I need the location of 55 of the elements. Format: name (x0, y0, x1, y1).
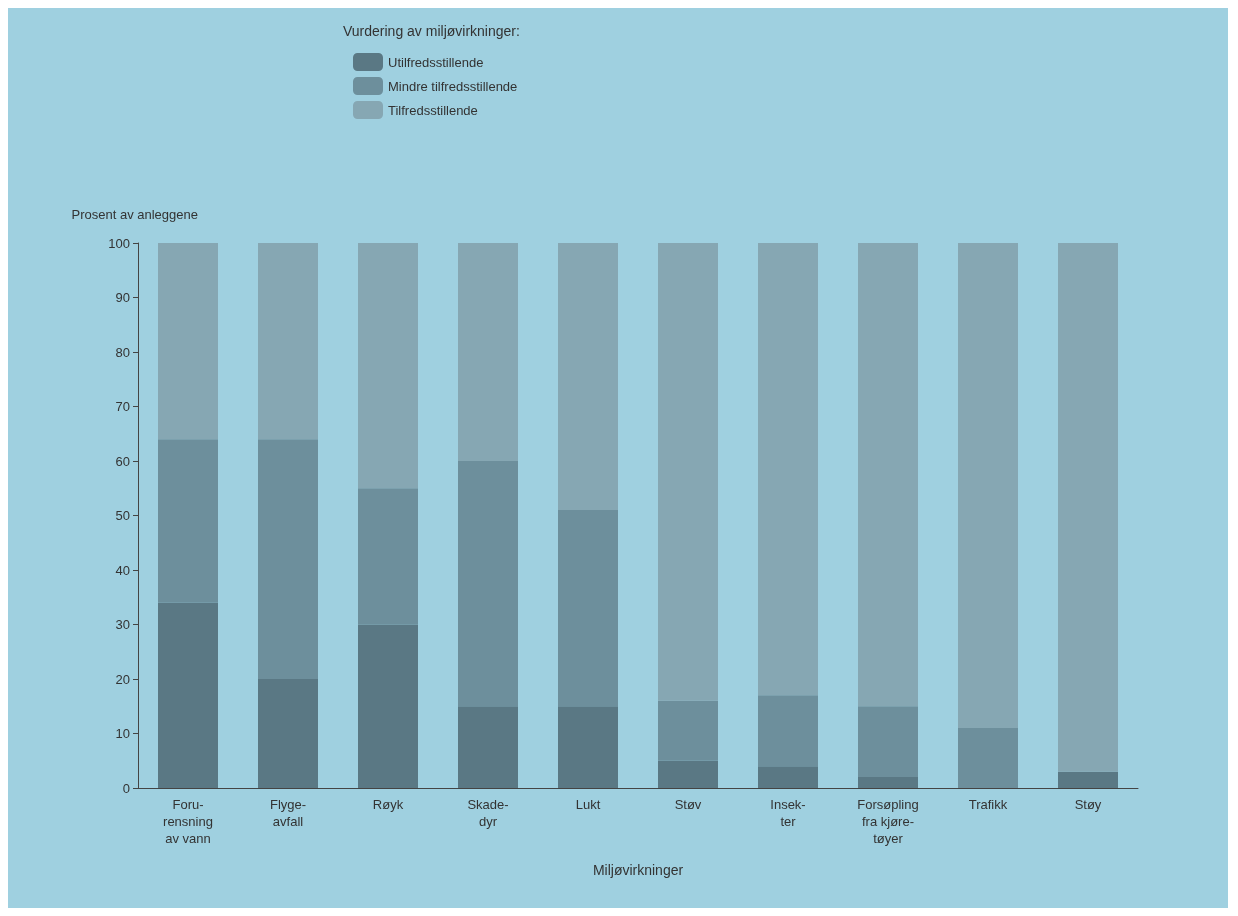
x-tick-label: Foru- rensning av vann (163, 797, 213, 846)
legend-label: Utilfredsstillende (388, 54, 484, 70)
bar (158, 439, 218, 603)
bar (858, 777, 918, 788)
x-tick-label: Insek- ter (770, 797, 806, 829)
bar (758, 243, 818, 696)
bar (558, 706, 618, 788)
bar (958, 728, 1018, 788)
bar (758, 766, 818, 788)
bar (158, 602, 218, 788)
bar (1058, 243, 1118, 772)
legend-label: Tilfredsstillende (388, 102, 478, 118)
y-tick-label: 70 (115, 399, 130, 414)
bar (158, 243, 218, 440)
y-tick-label: 80 (115, 344, 130, 360)
x-tick-label: Støy (1074, 797, 1102, 812)
bar (358, 488, 418, 625)
y-tick-label: 50 (115, 508, 130, 523)
bar (758, 695, 818, 767)
x-tick-label: Støv (674, 797, 702, 812)
bar (458, 243, 518, 461)
bar (258, 243, 318, 440)
x-tick-label: Forsøpling fra kjøre- tøyer (857, 797, 919, 846)
x-tick-label: Skade- dyr (467, 797, 509, 829)
y-tick-label: 60 (115, 453, 130, 469)
x-tick-label: Røyk (372, 797, 404, 812)
y-tick-label: 30 (115, 617, 130, 632)
bar (558, 243, 618, 511)
bar (458, 461, 518, 707)
x-tick-label: Trafikk (968, 797, 1008, 812)
bar (1058, 771, 1118, 788)
bar (458, 706, 518, 788)
bar (858, 706, 918, 778)
bar (658, 760, 718, 788)
legend-label: Mindre tilfredsstillende (388, 78, 518, 94)
y-tick-label: 10 (115, 726, 130, 741)
bar (858, 243, 918, 707)
y-tick-label: 90 (115, 290, 130, 305)
legend-title: Vurdering av miljøvirkninger: (343, 23, 520, 39)
y-tick-label: 40 (115, 562, 130, 578)
y-tick-label: 20 (115, 671, 130, 687)
bar (558, 510, 618, 707)
x-tick-label: Flyge- avfall (269, 797, 307, 829)
y-tick-label: 0 (122, 780, 130, 796)
x-tick-label: Lukt (575, 797, 601, 812)
x-axis-title: Miljøvirkninger (592, 862, 684, 878)
y-tick-label: 100 (108, 235, 130, 251)
bar (258, 679, 318, 788)
bar (658, 700, 718, 761)
bar (958, 243, 1018, 729)
bar (258, 439, 318, 679)
bar (658, 243, 718, 701)
y-axis-title: Prosent av anleggene (71, 207, 198, 222)
bar (358, 243, 418, 489)
bar (358, 624, 418, 788)
